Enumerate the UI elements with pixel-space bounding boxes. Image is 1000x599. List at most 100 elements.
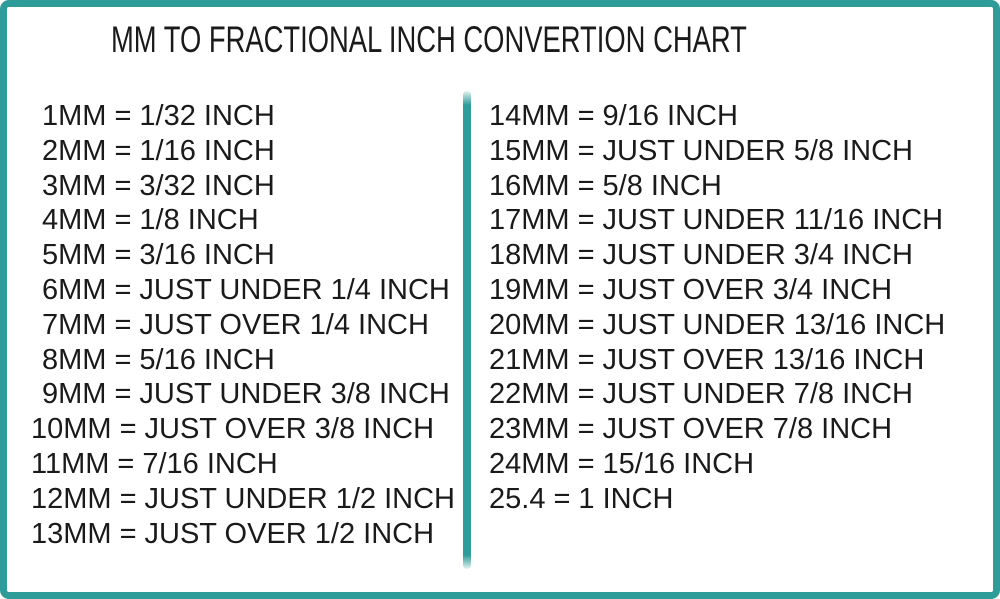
left-column: 1MM = 1/32 INCH 2MM = 1/16 INCH 3MM = 3/32 INC… bbox=[31, 99, 455, 551]
equals-sign: = bbox=[119, 413, 137, 446]
equals-sign: = bbox=[114, 204, 132, 237]
mm-value: 9MM bbox=[42, 378, 107, 411]
conversion-row: 9MM = JUST UNDER 3/8 INCH bbox=[31, 377, 455, 412]
conversion-row: 20MM = JUST UNDER 13/16 INCH bbox=[489, 308, 945, 343]
equals-sign: = bbox=[577, 273, 595, 306]
mm-value: 5MM bbox=[42, 239, 107, 272]
mm-value: 10MM bbox=[31, 413, 112, 446]
mm-value: 6MM bbox=[42, 273, 107, 306]
mm-value: 7MM bbox=[42, 308, 107, 341]
mm-value: 14MM bbox=[489, 100, 570, 132]
equals-sign: = bbox=[577, 413, 595, 446]
mm-value: 20MM bbox=[489, 308, 570, 341]
inch-value: 5/8 INCH bbox=[602, 169, 722, 202]
conversion-row: 3MM = 3/32 INCH bbox=[31, 169, 455, 204]
conversion-row: 22MM = JUST UNDER 7/8 INCH bbox=[489, 377, 945, 412]
conversion-row: 6MM = JUST UNDER 1/4 INCH bbox=[31, 273, 455, 308]
equals-sign: = bbox=[114, 100, 132, 132]
mm-value: 4MM bbox=[42, 204, 107, 237]
conversion-row: 18MM = JUST UNDER 3/4 INCH bbox=[489, 238, 945, 273]
inch-value: JUST UNDER 7/8 INCH bbox=[602, 378, 913, 411]
conversion-row: 11MM = 7/16 INCH bbox=[31, 447, 455, 482]
conversion-row: 19MM = JUST OVER 3/4 INCH bbox=[489, 273, 945, 308]
mm-value: 12MM bbox=[31, 482, 112, 515]
equals-sign: = bbox=[553, 482, 571, 515]
equals-sign: = bbox=[117, 447, 135, 480]
equals-sign: = bbox=[114, 378, 132, 411]
conversion-row: 12MM = JUST UNDER 1/2 INCH bbox=[31, 482, 455, 517]
inch-value: JUST UNDER 1/2 INCH bbox=[144, 482, 455, 515]
inch-value: JUST OVER 3/4 INCH bbox=[602, 273, 893, 306]
conversion-row: 8MM = 5/16 INCH bbox=[31, 343, 455, 378]
equals-sign: = bbox=[577, 239, 595, 272]
mm-value: 23MM bbox=[489, 413, 570, 446]
mm-value: 18MM bbox=[489, 239, 570, 272]
inch-value: JUST UNDER 11/16 INCH bbox=[602, 204, 944, 237]
equals-sign: = bbox=[114, 169, 132, 202]
conversion-row: 10MM = JUST OVER 3/8 INCH bbox=[31, 412, 455, 447]
inch-value: 9/16 INCH bbox=[602, 100, 738, 132]
conversion-row: 7MM = JUST OVER 1/4 INCH bbox=[31, 308, 455, 343]
mm-value: 16MM bbox=[489, 169, 570, 202]
mm-value: 15MM bbox=[489, 134, 570, 167]
mm-value: 8MM bbox=[42, 343, 107, 376]
mm-value: 17MM bbox=[489, 204, 570, 237]
equals-sign: = bbox=[577, 204, 595, 237]
conversion-row: 14MM = 9/16 INCH bbox=[489, 99, 945, 134]
conversion-row: 4MM = 1/8 INCH bbox=[31, 203, 455, 238]
mm-value: 21MM bbox=[489, 343, 570, 376]
equals-sign: = bbox=[119, 517, 137, 550]
equals-sign: = bbox=[577, 378, 595, 411]
inch-value: JUST OVER 7/8 INCH bbox=[602, 413, 893, 446]
inch-value: 3/32 INCH bbox=[139, 169, 275, 202]
inch-value: 1/8 INCH bbox=[139, 204, 259, 237]
inch-value: JUST UNDER 13/16 INCH bbox=[602, 308, 946, 341]
conversion-row: 24MM = 15/16 INCH bbox=[489, 447, 945, 482]
mm-value: 3MM bbox=[42, 169, 107, 202]
inch-value: 7/16 INCH bbox=[142, 447, 278, 480]
inch-value: JUST OVER 13/16 INCH bbox=[602, 343, 925, 376]
equals-sign: = bbox=[114, 343, 132, 376]
mm-value: 13MM bbox=[31, 517, 112, 550]
conversion-row: 21MM = JUST OVER 13/16 INCH bbox=[489, 343, 945, 378]
inch-value: 15/16 INCH bbox=[602, 447, 755, 480]
conversion-row: 5MM = 3/16 INCH bbox=[31, 238, 455, 273]
inch-value: JUST OVER 1/4 INCH bbox=[139, 308, 429, 341]
mm-value: 19MM bbox=[489, 273, 570, 306]
conversion-row: 13MM = JUST OVER 1/2 INCH bbox=[31, 517, 455, 552]
equals-sign: = bbox=[577, 447, 595, 480]
inch-value: 5/16 INCH bbox=[139, 343, 275, 376]
inch-value: JUST UNDER 3/4 INCH bbox=[602, 239, 913, 272]
equals-sign: = bbox=[577, 100, 595, 132]
right-column: 14MM = 9/16 INCH 15MM = JUST UNDER 5/8 INCH … bbox=[489, 99, 945, 517]
inch-value: 1/16 INCH bbox=[139, 134, 275, 167]
conversion-row: 17MM = JUST UNDER 11/16 INCH bbox=[489, 203, 945, 238]
inch-value: JUST UNDER 1/4 INCH bbox=[139, 273, 450, 306]
conversion-row: 25.4 = 1 INCH bbox=[489, 482, 945, 517]
inch-value: 3/16 INCH bbox=[139, 239, 275, 272]
mm-value: 2MM bbox=[42, 134, 107, 167]
inch-value: JUST OVER 3/8 INCH bbox=[144, 413, 435, 446]
conversion-row: 2MM = 1/16 INCH bbox=[31, 134, 455, 169]
conversion-row: 1MM = 1/32 INCH bbox=[31, 99, 455, 134]
equals-sign: = bbox=[114, 134, 132, 167]
column-divider bbox=[463, 91, 471, 569]
equals-sign: = bbox=[119, 482, 137, 515]
inch-value: JUST UNDER 3/8 INCH bbox=[139, 378, 450, 411]
page-title: MM TO FRACTIONAL INCH CONVERTION CHART bbox=[111, 19, 747, 60]
conversion-row: 15MM = JUST UNDER 5/8 INCH bbox=[489, 134, 945, 169]
mm-value: 25.4 bbox=[489, 482, 546, 515]
equals-sign: = bbox=[577, 134, 595, 167]
inch-value: JUST UNDER 5/8 INCH bbox=[602, 134, 913, 167]
equals-sign: = bbox=[577, 308, 595, 341]
equals-sign: = bbox=[577, 169, 595, 202]
equals-sign: = bbox=[114, 308, 132, 341]
inch-value: JUST OVER 1/2 INCH bbox=[144, 517, 435, 550]
equals-sign: = bbox=[114, 273, 132, 306]
inch-value: 1/32 INCH bbox=[139, 100, 275, 132]
inch-value: 1 INCH bbox=[578, 482, 674, 515]
equals-sign: = bbox=[114, 239, 132, 272]
mm-value: 24MM bbox=[489, 447, 570, 480]
mm-value: 1MM bbox=[42, 100, 107, 132]
